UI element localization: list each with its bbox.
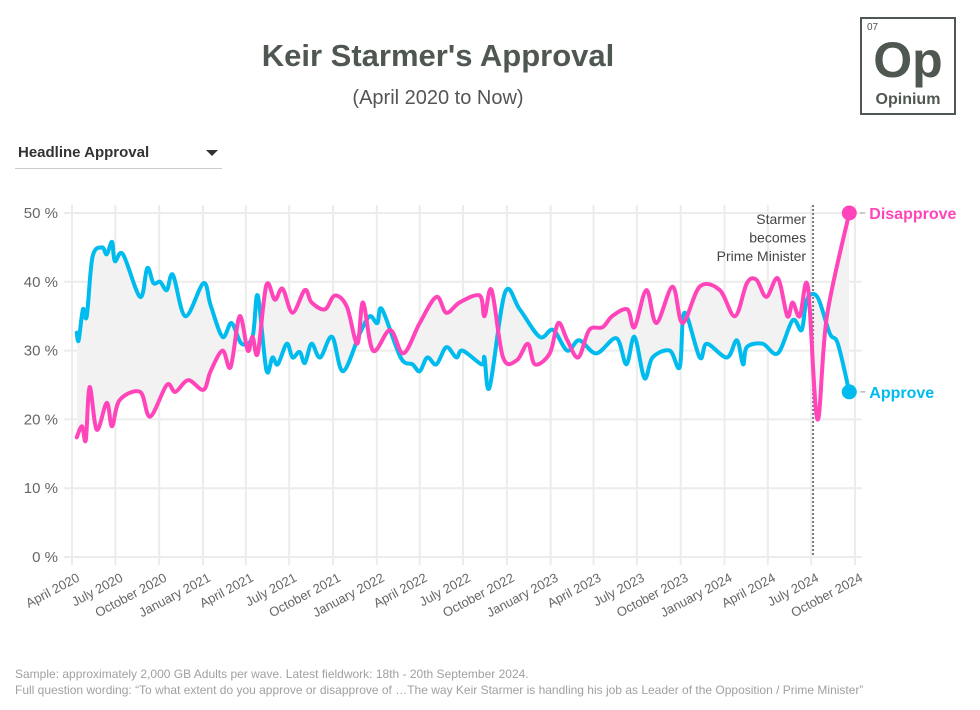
shaded-gap-area [76,213,850,442]
annotation-text: becomes [749,230,806,246]
series-end-label: Approve [869,385,934,402]
chart-subtitle: (April 2020 to Now) [352,87,524,109]
y-tick-label: 30 % [24,343,58,360]
footer-question-wording: Full question wording: “To what extent d… [15,683,864,697]
annotation-text: Prime Minister [717,248,807,264]
y-tick-label: 20 % [24,411,58,428]
footer-sample-note: Sample: approximately 2,000 GB Adults pe… [15,667,529,681]
y-tick-label: 0 % [32,549,58,566]
y-tick-label: 50 % [24,205,58,222]
y-tick-label: 10 % [24,480,58,497]
logo-name: Opinium [875,91,941,108]
end-marker-disapprove [841,205,857,221]
series-line-disapprove [74,211,852,444]
chart-title: Keir Starmer's Approval [261,38,615,73]
dropdown-selected-value: Headline Approval [18,144,150,161]
annotation-text: Starmer [756,211,806,227]
opinium-logo: 07 Op Opinium [860,17,956,115]
caret-down-icon [206,150,218,156]
series-line-approve [74,239,852,394]
y-tick-label: 40 % [24,274,58,291]
logo-number: 07 [867,22,879,33]
logo-symbol: Op [873,32,943,88]
metric-dropdown[interactable]: Headline Approval [15,140,222,169]
end-marker-approve [841,384,857,400]
series-end-label: Disapprove [869,206,956,223]
